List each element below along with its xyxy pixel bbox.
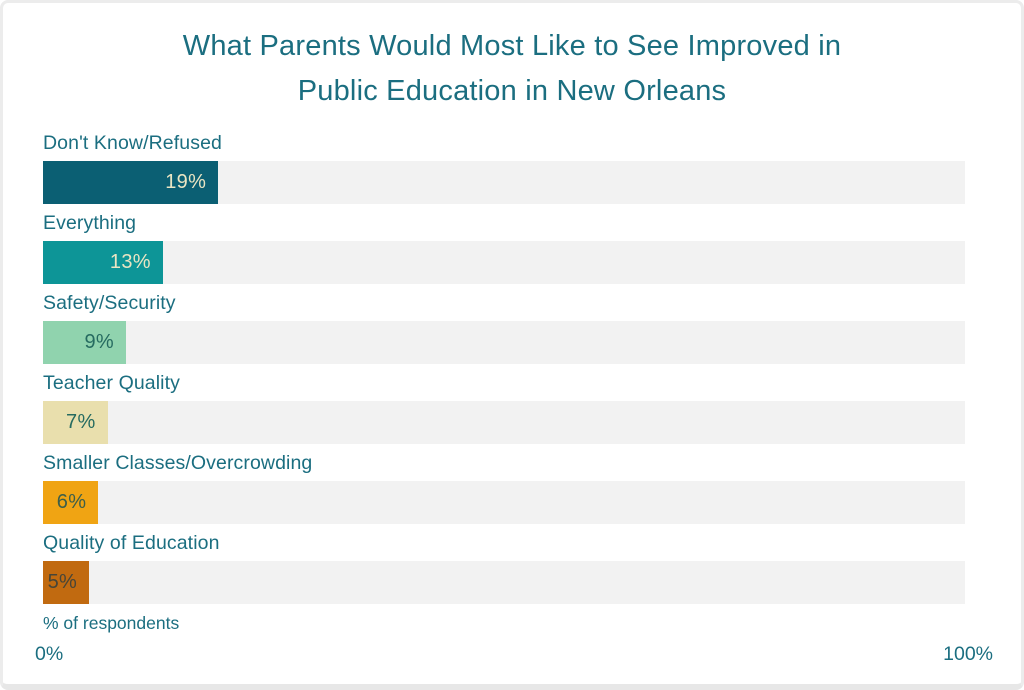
bar-value-label: 5% <box>47 571 78 593</box>
x-axis-tick-max: 100% <box>943 643 993 665</box>
x-axis-tick-min: 0% <box>35 643 64 665</box>
bar-track: 9% <box>43 321 965 364</box>
chart-row: Don't Know/Refused 19% <box>43 131 965 204</box>
bar-fill: 7% <box>43 401 108 444</box>
bar-fill: 6% <box>43 481 99 524</box>
x-axis: 0% 100% <box>35 643 993 666</box>
category-label: Quality of Education <box>43 532 220 554</box>
bar-track: 7% <box>43 401 965 444</box>
category-label: Teacher Quality <box>43 372 180 394</box>
axis-label-footnote: % of respondents <box>43 613 180 633</box>
chart-title: What Parents Would Most Like to See Impr… <box>182 30 842 107</box>
bar-rows: Don't Know/Refused 19% Everything 13% Safety… <box>43 131 965 604</box>
bar-fill: 9% <box>43 321 126 364</box>
bar-value-label: 19% <box>165 171 207 193</box>
bar-fill: 13% <box>43 241 163 284</box>
bar-fill: 19% <box>43 161 219 204</box>
category-label: Don't Know/Refused <box>43 132 222 154</box>
bar-value-label: 7% <box>66 411 96 433</box>
bar-track: 19% <box>43 161 965 204</box>
bar-track: 5% <box>43 561 965 604</box>
category-label: Safety/Security <box>43 292 176 314</box>
chart-row: Everything 13% <box>43 211 965 284</box>
chart-row: Smaller Classes/Overcrowding 6% <box>43 451 965 524</box>
chart-row: Safety/Security 9% <box>43 291 965 364</box>
category-label: Smaller Classes/Overcrowding <box>43 452 313 474</box>
chart-row: Teacher Quality 7% <box>43 371 965 444</box>
bar-track: 13% <box>43 241 965 284</box>
bar-value-label: 6% <box>56 491 87 513</box>
bar-value-label: 9% <box>84 331 114 353</box>
bar-value-label: 13% <box>109 251 151 273</box>
bar-fill: 5% <box>43 561 90 604</box>
chart-row: Quality of Education 5% <box>43 531 965 604</box>
bar-track: 6% <box>43 481 965 524</box>
category-label: Everything <box>43 212 137 234</box>
